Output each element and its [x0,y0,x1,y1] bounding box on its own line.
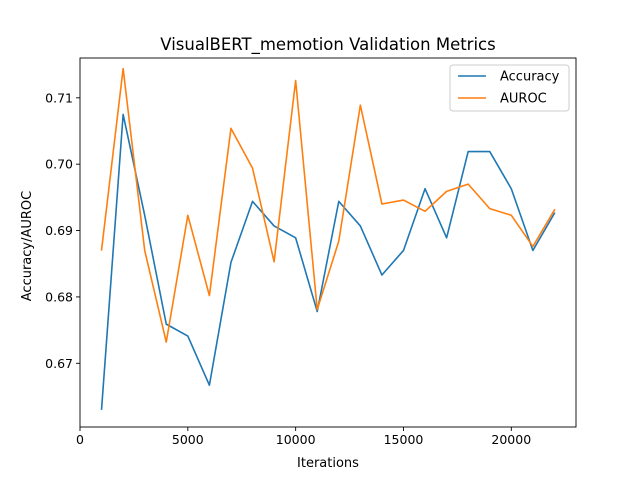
legend-label-accuracy: Accuracy [500,70,560,85]
series-line-auroc [100,67,556,343]
x-tick-label: 0 [76,432,84,447]
legend-label-auroc: AUROC [500,92,547,107]
series-line-accuracy [100,113,556,410]
y-tick-label: 0.71 [45,90,73,105]
y-tick-label: 0.67 [45,356,73,371]
y-axis-label: Accuracy/AUROC [20,191,35,301]
y-tick-label: 0.70 [45,157,73,172]
x-axis-label: Iterations [297,456,359,471]
y-tick-label: 0.68 [45,289,73,304]
plot-area: 0 5000 10000 15000 20000 0.67 0.68 0.69 0.70 0.71 [45,57,577,447]
axes-frame [79,57,577,428]
chart-title: VisualBERT_memotion Validation Metrics [160,35,495,55]
x-tick-label: 10000 [276,432,316,447]
x-tick-label: 15000 [384,432,424,447]
x-tick-label: 5000 [172,432,204,447]
legend: Accuracy AUROC [449,64,570,112]
x-tick-label: 20000 [491,432,531,447]
y-tick-label: 0.69 [45,223,73,238]
